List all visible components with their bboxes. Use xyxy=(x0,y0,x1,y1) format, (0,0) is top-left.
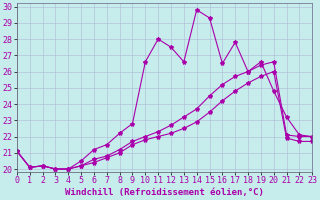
X-axis label: Windchill (Refroidissement éolien,°C): Windchill (Refroidissement éolien,°C) xyxy=(65,188,264,197)
